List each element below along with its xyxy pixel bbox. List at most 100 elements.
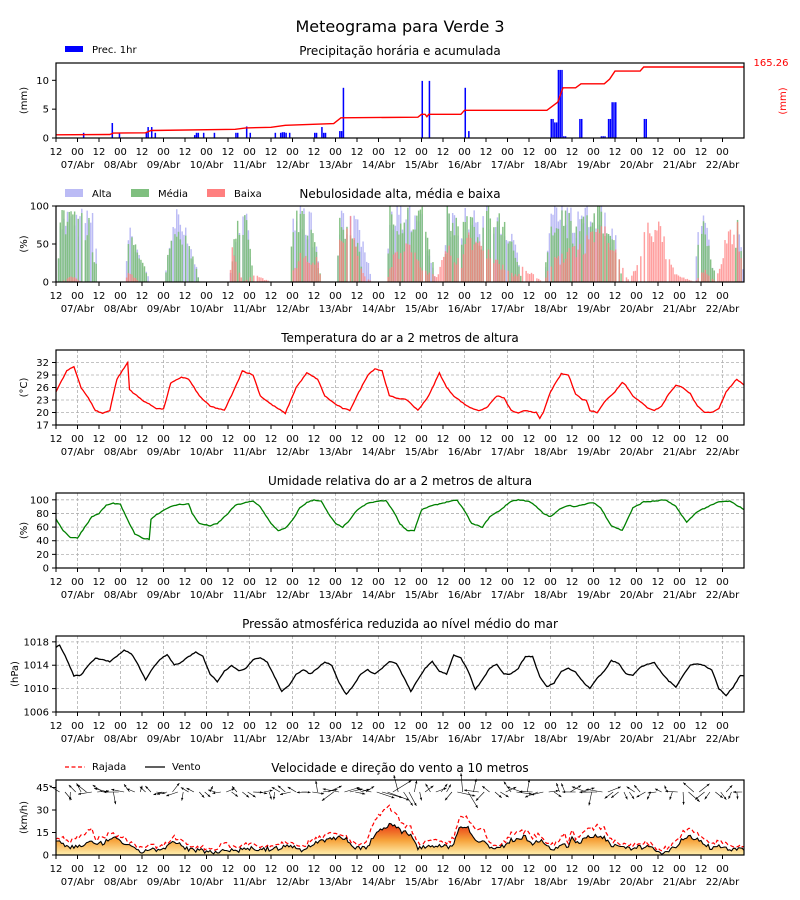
cloud-bar-baixa	[518, 273, 520, 282]
cloud-bar-media	[168, 248, 171, 282]
cloud-bar-alta	[75, 214, 78, 282]
x-tick-label: 12	[652, 434, 665, 445]
cloud-bar-media	[197, 277, 199, 282]
cloud-bar-baixa	[63, 280, 65, 282]
cloud-bar-baixa	[432, 274, 434, 282]
cloud-bar-baixa	[416, 259, 418, 282]
x-tick-label: 00	[286, 147, 299, 158]
cloud-bar-media	[61, 210, 63, 282]
cloud-bar-baixa	[722, 258, 724, 282]
cloud-bar-baixa	[303, 257, 305, 282]
x-tick-label: 00	[544, 864, 557, 875]
wind-arrowhead	[578, 785, 582, 788]
cloud-bar-baixa	[134, 278, 137, 282]
x-tick-label: 12	[50, 864, 63, 875]
x-tick-label: 00	[71, 864, 84, 875]
x-tick-label: 12	[394, 577, 407, 588]
y-tick-label: 40	[36, 536, 49, 547]
cloud-bar-baixa	[357, 255, 359, 282]
cloud-bar-media	[489, 218, 492, 282]
x-tick-label: 00	[114, 577, 127, 588]
x-tick-label: 00	[587, 147, 600, 158]
precip-bar	[249, 132, 252, 138]
x-tick-label: 00	[458, 721, 471, 732]
cloud-bar-baixa	[615, 249, 617, 282]
panel-title: Umidade relativa do ar a 2 metros de alt…	[268, 474, 532, 488]
cloud-bar-media	[563, 225, 565, 282]
cloud-bar-baixa	[136, 280, 139, 282]
cloud-bar-media	[77, 218, 79, 282]
x-date-label: 16/Abr	[448, 590, 482, 601]
x-tick-label: 12	[437, 577, 450, 588]
x-date-label: 07/Abr	[61, 590, 95, 601]
x-date-label: 08/Abr	[104, 734, 138, 745]
cloud-bar-baixa	[256, 275, 259, 282]
x-tick-label: 00	[630, 147, 643, 158]
cloud-bar-media	[181, 244, 183, 282]
x-tick-label: 12	[179, 291, 192, 302]
x-tick-label: 00	[243, 577, 256, 588]
cloud-bar-baixa	[588, 239, 590, 282]
cloud-bar-media	[486, 210, 488, 282]
x-tick-label: 00	[71, 577, 84, 588]
cloud-bar-baixa	[503, 269, 506, 282]
x-tick-label: 00	[458, 864, 471, 875]
wind-arrowhead	[410, 802, 413, 806]
cloud-bar-baixa	[487, 249, 490, 282]
cloud-bar-baixa	[555, 258, 558, 282]
cloud-bar-baixa	[652, 242, 655, 282]
x-date-label: 22/Abr	[706, 160, 740, 171]
cloud-bar-media	[503, 221, 506, 282]
cloud-bar-baixa	[559, 264, 561, 282]
x-date-label: 08/Abr	[104, 160, 138, 171]
cloud-bar-baixa	[659, 226, 662, 282]
cloud-bar-baixa	[444, 251, 447, 282]
cloud-bar-baixa	[643, 232, 646, 282]
cloud-bar-baixa	[598, 233, 601, 282]
precip-bar	[600, 136, 603, 138]
wind-arrowhead	[176, 783, 180, 786]
x-tick-label: 00	[329, 434, 342, 445]
x-tick-label: 00	[200, 434, 213, 445]
x-date-label: 16/Abr	[448, 447, 482, 458]
x-tick-label: 12	[394, 721, 407, 732]
cloud-bar-baixa	[407, 244, 409, 282]
x-tick-label: 12	[437, 434, 450, 445]
cloud-bar-baixa	[665, 259, 667, 282]
cloud-bar-media	[453, 235, 456, 282]
wind-arrowhead	[92, 784, 96, 788]
x-tick-label: 12	[394, 291, 407, 302]
cloud-bar-baixa	[500, 269, 502, 282]
x-date-label: 17/Abr	[491, 590, 525, 601]
cloud-bar-alta	[79, 216, 81, 282]
cloud-bar-baixa	[75, 278, 78, 282]
cloud-bar-media	[570, 220, 572, 282]
cloud-bar-baixa	[450, 255, 452, 282]
cloud-bar-baixa	[443, 256, 445, 282]
cloud-bar-baixa	[498, 264, 500, 282]
x-tick-label: 00	[200, 721, 213, 732]
cloud-bar-media	[389, 206, 391, 282]
y-tick-label: 5	[43, 105, 49, 116]
x-tick-label: 12	[93, 147, 106, 158]
wind-arrowhead	[588, 802, 591, 806]
precip-bar	[580, 118, 583, 138]
wind-arrowhead	[307, 791, 311, 794]
cloud-bar-baixa	[568, 248, 570, 282]
cloud-bar-baixa	[367, 279, 370, 282]
x-tick-label: 00	[630, 577, 643, 588]
x-date-label: 14/Abr	[362, 447, 396, 458]
wind-arrowhead	[729, 785, 733, 789]
x-tick-label: 00	[673, 721, 686, 732]
x-date-label: 09/Abr	[147, 304, 181, 315]
cloud-bar-baixa	[229, 269, 232, 282]
cloud-bar-baixa	[231, 247, 234, 282]
x-tick-label: 12	[308, 434, 321, 445]
gust-line	[55, 804, 745, 852]
cloud-bar-baixa	[536, 278, 538, 282]
cloud-bar-media	[59, 222, 62, 282]
cloud-bar-baixa	[369, 280, 371, 282]
cloud-bar-baixa	[125, 277, 128, 282]
cloud-bar-baixa	[396, 251, 398, 282]
